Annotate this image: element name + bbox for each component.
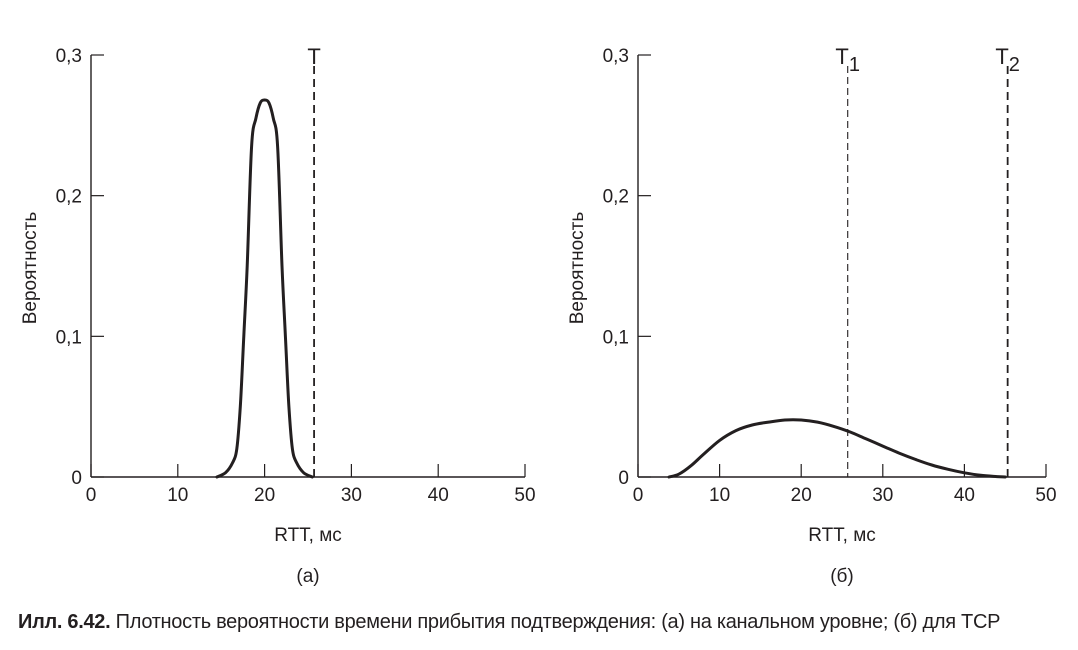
x-tick-label: 10 (167, 485, 188, 506)
y-tick-label: 0,1 (603, 327, 629, 348)
density-curve (215, 98, 314, 479)
y-tick-label: 0,3 (603, 46, 629, 67)
y-axis-label: Вероятность (567, 212, 588, 325)
y-tick-label: 0,3 (56, 46, 82, 67)
x-tick-label: 10 (709, 485, 730, 506)
chart-panel-2: 0 10 20 30 40 50 0 0,1 0,2 0,3 RTT, мс Вероятность (… (567, 44, 1057, 587)
x-tick-label: 20 (254, 485, 275, 506)
y-tick-label: 0 (618, 468, 629, 489)
panel-label: (б) (830, 566, 854, 587)
x-tick-label: 40 (954, 485, 975, 506)
caption-text: Плотность вероятности времени прибытия п… (110, 611, 1001, 633)
x-tick-label: 0 (633, 485, 644, 506)
y-tick-label: 0,2 (56, 187, 82, 208)
x-tick-label: 50 (514, 485, 535, 506)
threshold-subscript: 2 (1009, 54, 1020, 76)
threshold-label: T (307, 44, 320, 69)
x-tick-label: 30 (872, 485, 893, 506)
y-axis-label: Вероятность (20, 212, 41, 325)
y-tick-label: 0 (71, 468, 82, 489)
x-tick-label: 0 (86, 485, 97, 506)
figure-caption: Илл. 6.42. Плотность вероятности времени… (18, 611, 1068, 634)
density-curve (667, 418, 1007, 479)
threshold-subscript: 1 (849, 54, 860, 76)
x-tick-label: 20 (791, 485, 812, 506)
x-tick-label: 40 (428, 485, 449, 506)
caption-prefix: Илл. 6.42. (18, 611, 111, 633)
x-axis-label: RTT, мс (274, 525, 342, 546)
x-tick-label: 30 (341, 485, 362, 506)
chart-panel-1: 0 10 20 30 40 50 0 0,1 0,2 0,3 RTT, мс Вероятность (… (20, 44, 536, 587)
x-axis-label: RTT, мс (808, 525, 876, 546)
x-tick-label: 50 (1035, 485, 1056, 506)
y-tick-label: 0,2 (603, 187, 629, 208)
panel-label: (а) (296, 566, 319, 587)
y-tick-label: 0,1 (56, 327, 82, 348)
